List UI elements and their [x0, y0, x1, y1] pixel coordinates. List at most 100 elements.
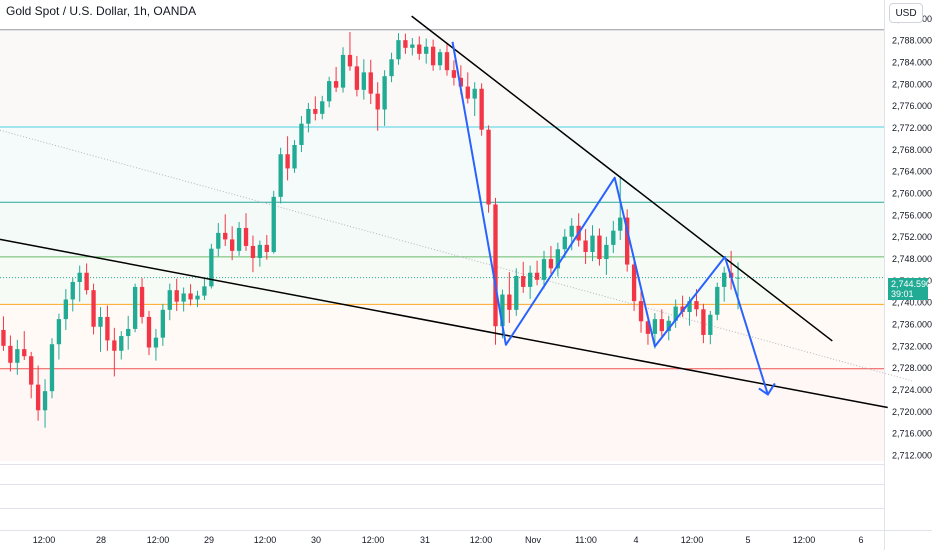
y-tick-label: 2,712.000	[892, 451, 932, 461]
candle-body	[403, 40, 408, 48]
y-tick-label: 2,764.000	[892, 167, 932, 177]
candle-body	[493, 204, 498, 327]
candle-body	[534, 272, 540, 280]
candle-body	[340, 54, 346, 88]
candle-body	[354, 66, 360, 90]
candle-body	[257, 244, 263, 258]
x-tick-label: 12:00	[33, 535, 56, 545]
candle-body	[715, 286, 720, 315]
candle-body	[604, 244, 609, 260]
candle-body	[22, 349, 27, 357]
candle-body	[694, 301, 699, 310]
candle-body	[313, 108, 318, 114]
zone-red	[0, 368, 884, 462]
candle-body	[631, 264, 637, 302]
candle-body	[223, 232, 228, 240]
candle-body	[583, 240, 588, 252]
candle-body	[451, 70, 457, 78]
countdown-timer: 39:01	[891, 289, 914, 299]
candle-body	[49, 344, 55, 392]
chart-title: Gold Spot / U.S. Dollar, 1h, OANDA	[6, 4, 197, 18]
candle-body	[368, 72, 373, 94]
candle-body	[382, 76, 387, 110]
candle-body	[521, 275, 526, 287]
x-tick-label: 6	[858, 535, 863, 545]
y-tick-label: 2,788.000	[892, 36, 932, 46]
candle-body	[285, 154, 290, 169]
candle-body	[84, 272, 89, 291]
zone-cyan	[0, 126, 884, 203]
candle-body	[70, 281, 75, 300]
candle-body	[708, 314, 713, 335]
candle-body	[153, 337, 159, 348]
y-tick-label: 2,752.000	[892, 232, 932, 242]
candle-body	[396, 40, 401, 60]
y-tick-label: 2,760.000	[892, 189, 932, 199]
x-tick-label: 29	[204, 535, 214, 545]
candle-body	[299, 123, 304, 145]
candle-body	[590, 235, 595, 252]
candle-body	[327, 81, 332, 102]
candle-body	[292, 144, 297, 169]
candle-body	[8, 345, 13, 363]
candle-body	[119, 336, 124, 351]
candle-body	[29, 356, 34, 385]
candle-body	[514, 275, 519, 310]
candle-body	[486, 129, 491, 205]
candle-body	[659, 319, 664, 332]
candle-body	[333, 81, 339, 88]
candle-body	[507, 294, 512, 310]
y-tick-label: 2,784.000	[892, 58, 932, 68]
x-tick-label: 31	[420, 535, 430, 545]
candle-body	[417, 44, 422, 54]
candle-body	[430, 46, 436, 66]
x-tick-label: 12:00	[362, 535, 385, 545]
candle-body	[645, 321, 651, 334]
candle-body	[229, 239, 235, 251]
candle-body	[424, 46, 429, 54]
candle-body	[1, 330, 6, 346]
candle-body	[42, 391, 48, 411]
currency-button[interactable]: USD	[889, 3, 923, 23]
candle-body	[320, 101, 325, 114]
candle-body	[618, 217, 623, 231]
y-tick-label: 2,724.000	[892, 385, 932, 395]
candle-body	[569, 225, 574, 237]
pattern-path	[451, 41, 769, 395]
x-tick-label: 12:00	[793, 535, 816, 545]
candle-body	[680, 306, 685, 313]
candle-body	[652, 319, 658, 334]
y-tick-label: 2,736.000	[892, 320, 932, 330]
x-tick-label: 12:00	[681, 535, 704, 545]
last-price-tag: 2,744.590 39:01	[888, 278, 931, 300]
candle-body	[701, 309, 706, 335]
candle-body	[139, 286, 145, 317]
trendline	[0, 238, 888, 409]
x-tick-label: 12:00	[470, 535, 493, 545]
candle-body	[722, 272, 727, 287]
candle-body	[389, 59, 394, 77]
candle-body	[63, 299, 68, 320]
candle-body	[479, 88, 484, 130]
candle-body	[188, 293, 193, 300]
candle-body	[35, 384, 41, 411]
candle-body	[278, 154, 283, 197]
candle-body	[611, 230, 616, 245]
candle-body	[77, 272, 82, 282]
zone-teal	[0, 202, 884, 257]
candle-body	[361, 72, 366, 90]
x-tick-label: 30	[311, 535, 321, 545]
y-tick-label: 2,728.000	[892, 363, 932, 373]
y-tick-label: 2,772.000	[892, 123, 932, 133]
candle-body	[160, 309, 166, 338]
candle-body	[500, 294, 505, 327]
candle-body	[174, 290, 179, 302]
x-tick-label: 12:00	[147, 535, 170, 545]
candle-body	[91, 290, 96, 327]
candle-body	[548, 259, 554, 269]
candle-body	[562, 236, 567, 250]
zone-orange	[0, 304, 884, 369]
candle-body	[472, 88, 477, 99]
candle-body	[216, 232, 221, 249]
